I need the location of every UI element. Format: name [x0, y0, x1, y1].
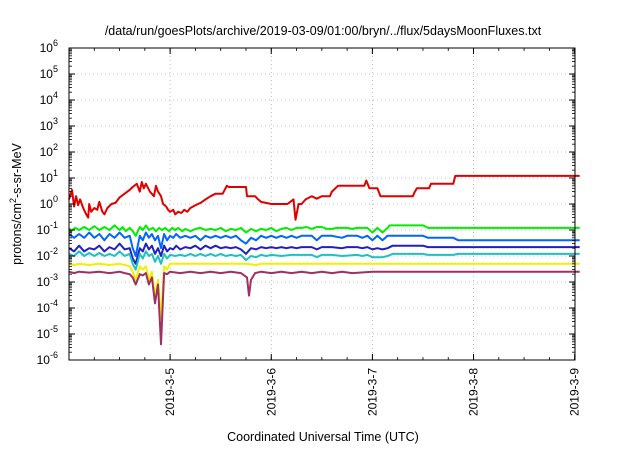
y-tick-label: 106 [40, 38, 58, 55]
y-tick-label: 103 [40, 116, 58, 133]
y-axis-title-sup: 2 [8, 198, 18, 203]
y-tick-label: 10-1 [37, 220, 58, 237]
y-tick-label: 10-5 [37, 324, 58, 341]
series-line [68, 174, 580, 221]
y-axis-title-suffix: -s-sr-MeV [10, 142, 24, 198]
series-line [68, 242, 580, 265]
chart-title: /data/run/goesPlots/archive/2019-03-09/0… [105, 24, 542, 38]
y-tick-label: 100 [40, 194, 58, 211]
y-tick-label: 101 [40, 168, 58, 185]
axis-ticks [69, 47, 576, 361]
x-tick-label: 2019-3-9 [568, 368, 582, 416]
y-tick-label: 104 [40, 90, 58, 107]
y-tick-label: 102 [40, 142, 58, 159]
x-tick-label: 2019-3-6 [264, 368, 278, 416]
y-tick-label: 10-4 [37, 298, 58, 315]
y-tick-label: 10-3 [37, 272, 58, 289]
x-tick-labels: 2019-3-5 2019-3-6 2019-3-7 2019-3-8 2019-3-9 [163, 368, 582, 416]
y-axis-title-prefix: protons/cm [10, 203, 24, 265]
x-axis-title: Coordinated Universal Time (UTC) [227, 430, 419, 444]
series-line [68, 250, 580, 271]
x-tick-label: 2019-3-8 [467, 368, 481, 416]
y-tick-labels: 10-6 10-5 10-4 10-3 10-2 10-1 100 101 102 103 104 1… [37, 38, 58, 367]
series-line [68, 270, 580, 346]
y-tick-label: 10-2 [37, 246, 58, 263]
series-line [68, 224, 580, 237]
x-tick-label: 2019-3-7 [365, 368, 379, 416]
series-line [68, 231, 580, 257]
y-axis-title: protons/cm2-s-sr-MeV [8, 142, 24, 264]
series-lines [68, 174, 580, 346]
y-tick-label: 10-6 [37, 350, 58, 367]
x-tick-label: 2019-3-5 [163, 368, 177, 416]
y-tick-label: 105 [40, 64, 58, 81]
